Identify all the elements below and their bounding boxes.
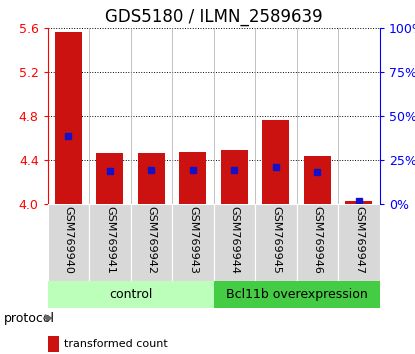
- Bar: [346, 201, 373, 204]
- Bar: [262, 120, 290, 204]
- Text: GSM769947: GSM769947: [354, 206, 364, 274]
- Bar: [131, 204, 172, 281]
- Text: control: control: [109, 288, 152, 301]
- Bar: [48, 336, 59, 352]
- Text: GSM769946: GSM769946: [312, 206, 322, 274]
- Bar: [96, 153, 124, 204]
- Bar: [89, 204, 131, 281]
- Text: transformed count: transformed count: [64, 339, 168, 349]
- Text: GSM769945: GSM769945: [271, 206, 281, 274]
- Text: GSM769942: GSM769942: [146, 206, 156, 274]
- Text: Bcl11b overexpression: Bcl11b overexpression: [226, 288, 368, 301]
- Bar: [214, 204, 255, 281]
- Bar: [338, 204, 380, 281]
- Bar: [304, 156, 331, 204]
- Bar: [48, 281, 214, 308]
- Text: GSM769941: GSM769941: [105, 206, 115, 274]
- Bar: [255, 204, 297, 281]
- Text: GSM769944: GSM769944: [229, 206, 239, 274]
- Bar: [172, 204, 214, 281]
- Text: GSM769943: GSM769943: [188, 206, 198, 274]
- Bar: [48, 204, 89, 281]
- Bar: [221, 150, 248, 204]
- Text: GSM769940: GSM769940: [63, 206, 73, 274]
- Bar: [55, 32, 82, 204]
- Bar: [179, 152, 206, 204]
- Text: protocol: protocol: [4, 312, 55, 325]
- Bar: [297, 204, 338, 281]
- Bar: [214, 281, 380, 308]
- Title: GDS5180 / ILMN_2589639: GDS5180 / ILMN_2589639: [105, 8, 322, 25]
- Bar: [138, 153, 165, 204]
